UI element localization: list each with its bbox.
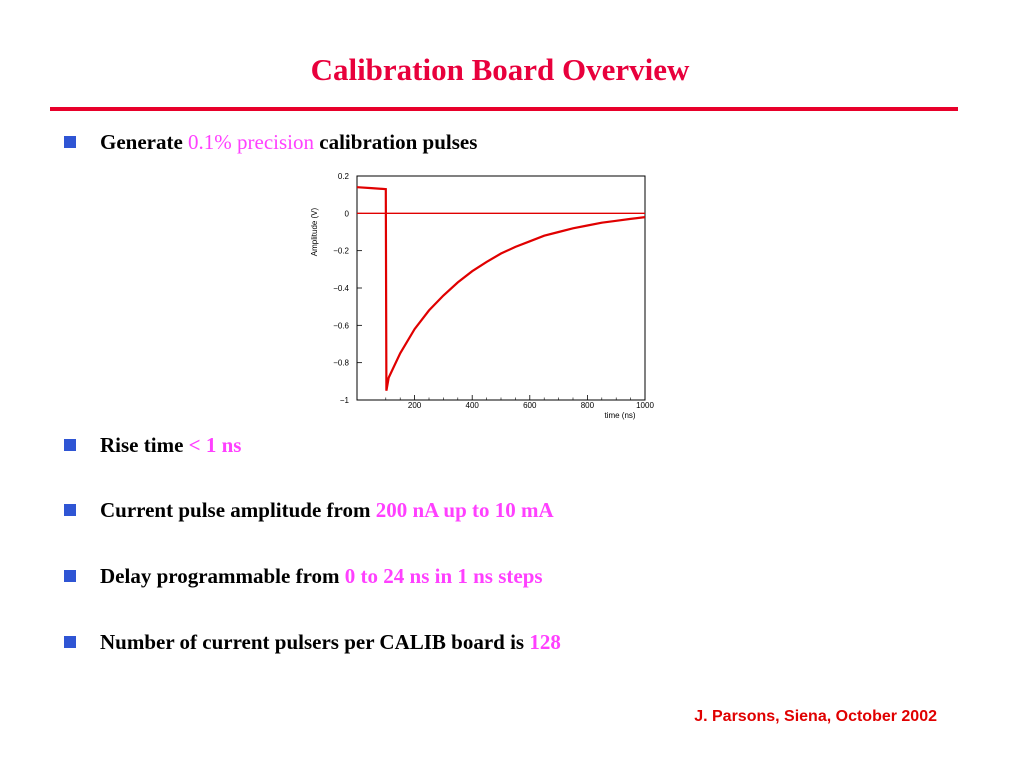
x-tick-label: 800 — [581, 401, 595, 410]
plot-frame — [356, 175, 646, 401]
x-tick-label: 600 — [523, 401, 537, 410]
bullet-text: Delay programmable from — [100, 564, 340, 588]
bullet-highlight: 0 to 24 ns in 1 ns steps — [344, 564, 543, 588]
x-axis-label: time (ns) — [604, 411, 635, 420]
y-tick-label: −0.8 — [333, 359, 349, 368]
bullet-text: Rise time — [100, 433, 184, 457]
y-tick-label: −0.6 — [333, 321, 349, 330]
y-tick-label: −0.4 — [333, 284, 349, 293]
square-bullet-icon — [64, 636, 76, 648]
bullet-highlight: 128 — [529, 630, 561, 654]
bullet-highlight: 0.1% precision — [188, 130, 315, 154]
y-tick-label: −0.2 — [333, 247, 349, 256]
y-axis-label: Amplitude (V) — [310, 207, 319, 256]
title-divider — [50, 107, 958, 111]
pulse-trace — [356, 186, 646, 391]
bullet-text: Generate — [100, 130, 183, 154]
square-bullet-icon — [64, 136, 76, 148]
x-tick-label: 1000 — [636, 401, 654, 410]
slide-title: Calibration Board Overview — [310, 52, 690, 87]
x-ticks: 200 400 600 800 1000 — [385, 395, 654, 410]
y-tick-label: 0.2 — [338, 172, 350, 181]
y-ticks: 0.2 0 −0.2 −0.4 −0.6 −0.8 −1 — [333, 172, 362, 405]
bullet-text: Number of current pulsers per CALIB boar… — [100, 630, 525, 654]
square-bullet-icon — [64, 570, 76, 582]
bullet-text: Current pulse amplitude from — [100, 498, 371, 522]
square-bullet-icon — [64, 504, 76, 516]
square-bullet-icon — [64, 439, 76, 451]
pulse-chart: Amplitude (V) time (ns) 0.2 0 −0.2 −0.4 −0.6… — [310, 172, 654, 420]
footer-credit: J. Parsons, Siena, October 2002 — [694, 708, 937, 725]
x-tick-label: 400 — [466, 401, 480, 410]
y-tick-label: −1 — [340, 396, 350, 405]
y-tick-label: 0 — [345, 209, 350, 218]
bullet-suffix: calibration pulses — [319, 130, 478, 154]
bullet-highlight: < 1 ns — [188, 433, 242, 457]
bullet-highlight: 200 nA up to 10 mA — [375, 498, 554, 522]
x-tick-label: 200 — [408, 401, 422, 410]
